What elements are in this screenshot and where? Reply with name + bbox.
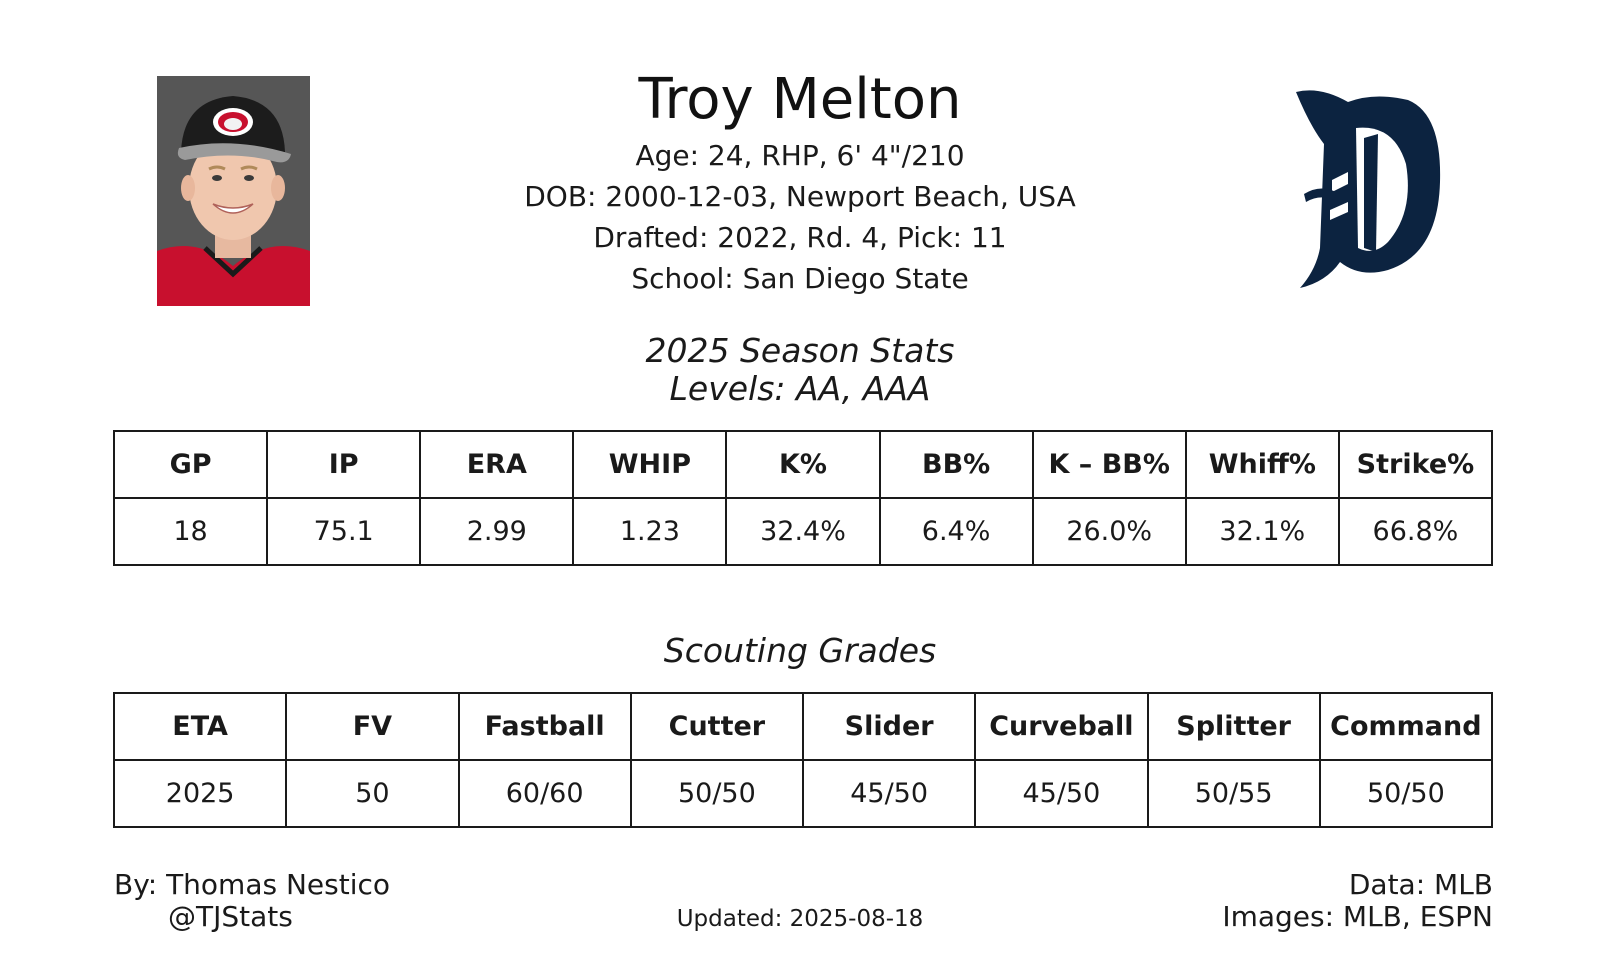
season-value-cell: 18 (112, 497, 269, 566)
headshot-illustration (157, 76, 310, 306)
scouting-header-cell: Splitter (1146, 692, 1321, 761)
player-bio-dob: DOB: 2000-12-03, Newport Beach, USA (524, 180, 1076, 213)
season-value-cell: 32.4% (725, 497, 881, 566)
scouting-value-cell: 45/50 (974, 759, 1149, 828)
scouting-grades-table: ETA FV Fastball Cutter Slider Curveball … (112, 692, 1494, 828)
scouting-value-cell: 50/50 (1318, 759, 1494, 828)
season-value-cell: 66.8% (1337, 497, 1494, 566)
scouting-grades-title: Scouting Grades (663, 631, 937, 670)
season-value-cell: 75.1 (266, 497, 422, 566)
season-stats-table: GP IP ERA WHIP K% BB% K – BB% Whiff% Str… (112, 430, 1494, 566)
scouting-value-cell: 50/55 (1146, 759, 1321, 828)
season-header-cell: Strike% (1337, 430, 1494, 499)
season-header-cell: BB% (878, 430, 1034, 499)
scouting-value-cell: 50 (285, 759, 460, 828)
scouting-value-cell: 45/50 (801, 759, 977, 828)
season-value-cell: 26.0% (1031, 497, 1187, 566)
season-header-cell: WHIP (572, 430, 728, 499)
season-value-cell: 1.23 (572, 497, 728, 566)
scouting-value-cell: 50/50 (629, 759, 805, 828)
player-headshot (157, 76, 310, 306)
player-bio-age: Age: 24, RHP, 6' 4"/210 (635, 139, 965, 172)
scouting-value-cell: 60/60 (457, 759, 632, 828)
season-header-cell: GP (112, 430, 269, 499)
season-value-cell: 6.4% (878, 497, 1034, 566)
scouting-header-cell: Slider (801, 692, 977, 761)
scouting-header-row: ETA FV Fastball Cutter Slider Curveball … (112, 692, 1494, 761)
season-value-cell: 2.99 (419, 497, 575, 566)
data-source: Data: MLB (1348, 868, 1493, 901)
scouting-value-cell: 2025 (112, 759, 288, 828)
scouting-header-cell: Curveball (974, 692, 1149, 761)
season-header-cell: ERA (419, 430, 575, 499)
season-header-cell: K – BB% (1031, 430, 1187, 499)
scouting-header-cell: FV (285, 692, 460, 761)
player-name: Troy Melton (638, 67, 962, 132)
season-header-cell: IP (266, 430, 422, 499)
season-header-cell: K% (725, 430, 881, 499)
season-stats-value-row: 18 75.1 2.99 1.23 32.4% 6.4% 26.0% 32.1%… (112, 497, 1494, 566)
season-stats-title: 2025 Season Stats (645, 331, 955, 370)
scouting-header-cell: ETA (112, 692, 288, 761)
scouting-header-cell: Fastball (457, 692, 632, 761)
author-handle: @TJStats (168, 900, 293, 933)
detroit-d-logo-icon (1296, 90, 1441, 288)
author-credit: By: Thomas Nestico (114, 868, 391, 901)
season-header-cell: Whiff% (1184, 430, 1340, 499)
updated-date: Updated: 2025-08-18 (676, 906, 924, 932)
season-levels: Levels: AA, AAA (669, 369, 931, 408)
scouting-value-row: 2025 50 60/60 50/50 45/50 45/50 50/55 50… (112, 759, 1494, 828)
image-source: Images: MLB, ESPN (1222, 900, 1493, 933)
scouting-header-cell: Cutter (629, 692, 805, 761)
season-value-cell: 32.1% (1184, 497, 1340, 566)
team-logo-icon (1290, 84, 1450, 296)
season-stats-header-row: GP IP ERA WHIP K% BB% K – BB% Whiff% Str… (112, 430, 1494, 499)
player-bio-draft: Drafted: 2022, Rd. 4, Pick: 11 (593, 221, 1007, 254)
scouting-header-cell: Command (1318, 692, 1494, 761)
player-bio-school: School: San Diego State (631, 262, 969, 295)
